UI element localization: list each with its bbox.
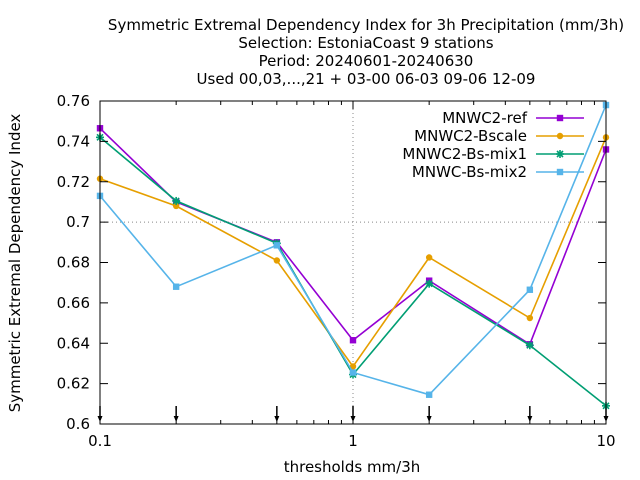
data-point (556, 168, 564, 176)
marker-stroke (172, 197, 180, 205)
legend: MNWC2-refMNWC2-BscaleMNWC2-Bs-mix1MNWC-B… (402, 109, 584, 181)
y-tick-label: 0.68 (57, 254, 90, 272)
threshold-mark-arrow (274, 416, 280, 422)
y-tick-label: 0.62 (57, 375, 90, 393)
marker-stroke (556, 150, 564, 158)
data-point (172, 202, 180, 210)
data-point (349, 369, 357, 376)
data-point (425, 254, 433, 261)
y-tick-label: 0.72 (57, 173, 90, 191)
y-tick-label: 0.6 (66, 415, 90, 433)
data-point (556, 114, 564, 122)
marker-stroke (425, 280, 433, 288)
axis-ticks (99, 100, 607, 425)
y-tick-labels: 0.6 0.62 0.64 0.66 0.68 0.7 0.72 0.74 0.76 (57, 92, 90, 433)
x-tick-label: 1 (348, 432, 358, 450)
data-point (349, 363, 357, 370)
legend-item: MNWC2-Bscale (414, 127, 584, 145)
data-point (172, 283, 180, 290)
data-point (349, 337, 357, 344)
marker-stroke (526, 341, 534, 349)
threshold-mark-arrow (173, 416, 179, 422)
data-point (425, 279, 434, 288)
x-tick-label: 0.1 (88, 432, 112, 450)
y-tick-label: 0.64 (57, 334, 90, 352)
x-tick-label: 10 (596, 432, 615, 450)
x-axis-label: thresholds mm/3h (284, 458, 421, 476)
legend-label: MNWC-Bs-mix2 (412, 163, 527, 181)
x-tick-labels: 0.1 1 10 (88, 432, 615, 450)
y-tick-label: 0.76 (57, 92, 90, 110)
legend-item: MNWC2-ref (442, 109, 584, 127)
legend-label: MNWC2-Bs-mix1 (402, 145, 527, 163)
threshold-mark (173, 406, 179, 422)
threshold-mark-arrow (527, 416, 533, 422)
data-point (273, 257, 281, 264)
legend-item: MNWC2-Bs-mix1 (402, 145, 584, 163)
series-line (99, 127, 607, 346)
y-tick-label: 0.66 (57, 294, 90, 312)
threshold-mark-arrow (426, 416, 432, 422)
legend-label: MNWC2-Bscale (414, 127, 527, 145)
data-point (556, 132, 564, 140)
y-axis-label: Symmetric Extremal Dependency Index (6, 114, 24, 413)
legend-item: MNWC-Bs-mix2 (412, 163, 584, 181)
series-MNWC2-Bscale (96, 134, 610, 370)
y-tick-label: 0.74 (57, 132, 90, 150)
series-group (96, 101, 610, 410)
data-point (273, 242, 281, 249)
data-point (525, 341, 534, 350)
data-point (526, 286, 534, 293)
y-tick-label: 0.7 (66, 213, 90, 231)
legend-label: MNWC2-ref (442, 109, 527, 127)
data-point (425, 391, 433, 398)
data-point (526, 314, 534, 322)
data-point (556, 150, 564, 158)
chart-title: Symmetric Extremal Dependency Index for … (108, 16, 624, 88)
threshold-mark (274, 406, 280, 422)
series-line (99, 136, 607, 368)
series-MNWC2-ref (96, 125, 610, 348)
title-line-3: Period: 20240601-20240630 (259, 52, 474, 70)
threshold-mark (426, 406, 432, 422)
grid (100, 101, 606, 424)
title-line-4: Used 00,03,...,21 + 03-00 06-03 09-06 12… (197, 70, 536, 88)
title-line-2: Selection: EstoniaCoast 9 stations (238, 34, 493, 52)
title-line-1: Symmetric Extremal Dependency Index for … (108, 16, 624, 34)
data-point (172, 196, 181, 205)
threshold-mark (527, 406, 533, 422)
